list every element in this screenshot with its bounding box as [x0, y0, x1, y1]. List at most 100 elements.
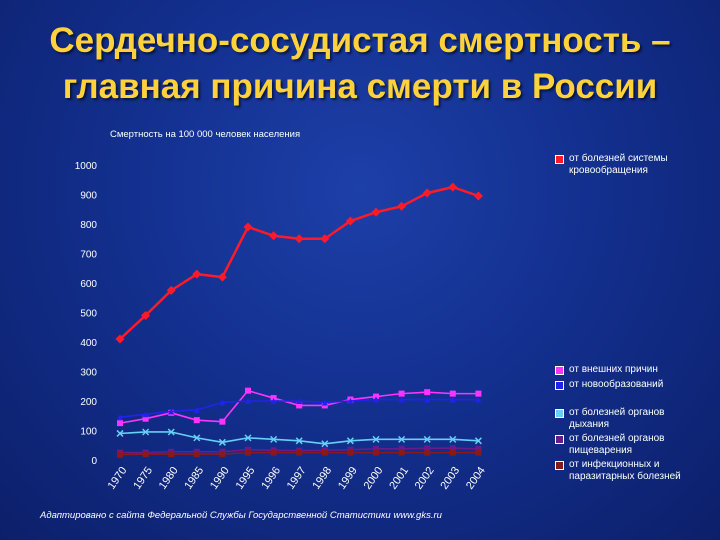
- data-point: [296, 402, 303, 409]
- data-point: [193, 406, 200, 413]
- data-point: [398, 435, 406, 443]
- data-point: [168, 451, 175, 458]
- x-tick-label: 2001: [387, 465, 411, 492]
- slide-title: Сердечно-сосудистая смертность – главная…: [0, 18, 720, 110]
- legend-item-external: от внешних причин: [555, 364, 705, 376]
- y-tick-label: 500: [80, 309, 97, 320]
- x-tick-label: 1975: [131, 465, 155, 492]
- data-point: [373, 396, 379, 403]
- data-point: [294, 234, 304, 244]
- data-point: [296, 398, 303, 404]
- y-tick-label: 0: [91, 456, 97, 467]
- data-point: [473, 191, 483, 201]
- data-point: [116, 429, 124, 437]
- data-point: [245, 398, 251, 404]
- data-point: [245, 387, 251, 394]
- slide-title-line-2: главная причина смерти в России: [62, 67, 658, 106]
- y-tick-label: 900: [80, 191, 97, 202]
- data-point: [168, 408, 175, 415]
- legend-swatch-circulatory: [555, 155, 564, 164]
- data-point: [321, 399, 328, 406]
- y-tick-label: 1000: [75, 161, 98, 172]
- data-point: [345, 216, 355, 226]
- data-point: [474, 437, 482, 445]
- data-point: [346, 437, 354, 445]
- x-tick-label: 1995: [234, 465, 258, 492]
- data-point: [217, 272, 227, 282]
- data-point: [142, 415, 149, 422]
- data-point: [373, 449, 379, 456]
- x-tick-label: 2000: [362, 465, 386, 492]
- legend-label-digestive: от болезней органов пищеварения: [569, 433, 665, 456]
- y-tick-label: 300: [80, 368, 97, 379]
- data-point: [142, 411, 149, 418]
- data-point: [398, 445, 405, 452]
- data-point: [424, 389, 431, 396]
- data-point: [424, 445, 431, 452]
- x-tick-label: 2004: [464, 465, 488, 492]
- y-tick-label: 600: [80, 279, 97, 290]
- legend-label-infectious: от инфекционных и паразитарных болезней: [569, 459, 681, 482]
- legend-label-respiratory: от болезней органов дыхания: [569, 407, 665, 430]
- legend-item-circulatory: от болезней системы кровообращения: [555, 153, 705, 177]
- data-point: [243, 222, 253, 232]
- legend-label-external: от внешних причин: [569, 364, 658, 375]
- y-tick-label: 800: [80, 220, 97, 231]
- data-point: [422, 188, 432, 198]
- data-point: [270, 435, 278, 443]
- data-point: [347, 398, 354, 404]
- data-point: [449, 435, 457, 443]
- data-point: [117, 414, 123, 421]
- y-tick-label: 700: [80, 250, 97, 261]
- data-point: [295, 437, 303, 445]
- data-point: [475, 449, 482, 456]
- legend-item-infectious: от инфекционных и паразитарных болезней: [555, 459, 700, 483]
- data-point: [219, 399, 226, 406]
- data-point: [192, 269, 202, 279]
- data-point: [371, 207, 381, 217]
- legend-item-respiratory: от болезней органов дыхания: [555, 407, 695, 431]
- data-point: [320, 234, 330, 244]
- x-tick-label: 1970: [106, 465, 130, 492]
- data-point: [270, 398, 277, 404]
- chart-subtitle: Смертность на 100 000 человек населения: [110, 129, 301, 140]
- y-tick-label: 400: [80, 338, 97, 349]
- y-tick-label: 200: [80, 397, 97, 408]
- data-point: [449, 396, 456, 403]
- data-point: [398, 396, 405, 403]
- data-point: [296, 449, 303, 456]
- data-point: [448, 182, 458, 192]
- x-tick-label: 1996: [259, 465, 283, 492]
- data-point: [424, 396, 431, 403]
- x-tick-label: 2003: [438, 465, 462, 492]
- data-point: [115, 334, 125, 344]
- data-point: [475, 396, 482, 403]
- data-point: [321, 440, 329, 448]
- legend-label-neoplasms: от новообразований: [569, 379, 664, 390]
- data-point: [373, 445, 379, 452]
- data-point: [269, 231, 279, 241]
- data-point: [424, 449, 431, 456]
- data-point: [347, 449, 354, 456]
- legend-swatch-external: [555, 366, 564, 375]
- x-tick-label: 2002: [413, 465, 437, 492]
- legend-label-circulatory: от болезней системы кровообращения: [569, 153, 668, 176]
- data-point: [475, 390, 482, 397]
- data-point: [142, 451, 149, 458]
- legend-swatch-neoplasms: [555, 381, 564, 390]
- data-point: [117, 420, 123, 427]
- data-point: [219, 418, 226, 425]
- data-point: [193, 434, 201, 442]
- data-point: [423, 435, 431, 443]
- data-point: [449, 390, 456, 397]
- slide-title-line-1: Сердечно-сосудистая смертность –: [49, 21, 671, 60]
- legend-swatch-digestive: [555, 435, 564, 444]
- x-tick-label: 1997: [285, 465, 309, 492]
- data-point: [398, 449, 405, 456]
- x-tick-label: 1990: [208, 465, 232, 492]
- data-point: [475, 445, 482, 452]
- data-point: [193, 451, 200, 458]
- legend-item-neoplasms: от новообразований: [555, 379, 705, 391]
- y-tick-label: 100: [80, 427, 97, 438]
